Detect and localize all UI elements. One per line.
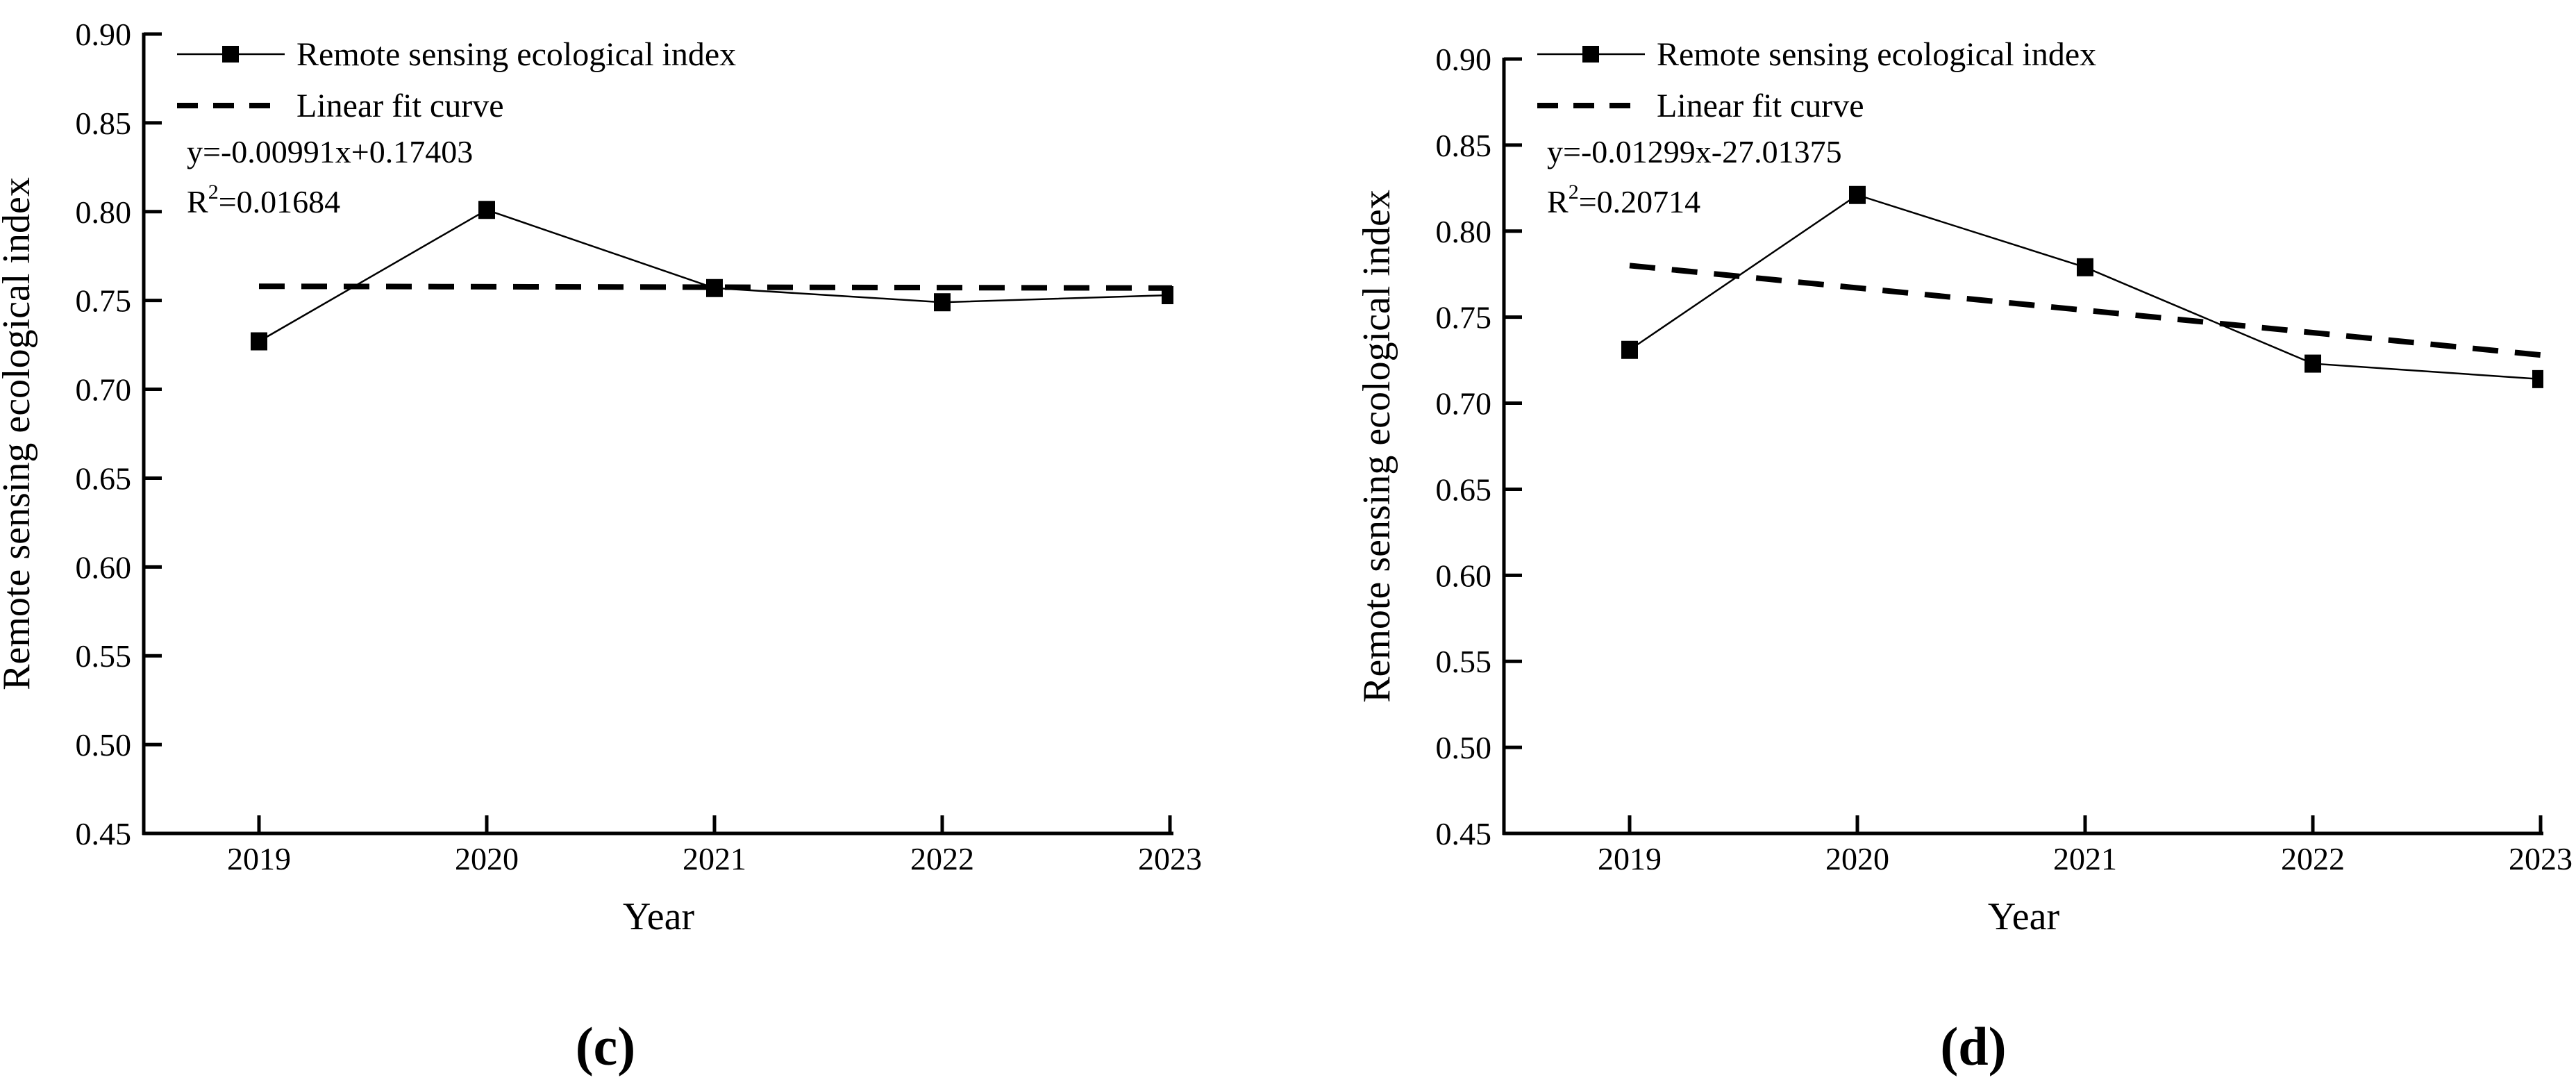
chart-panel-c: 0.90 0.85 0.80 0.75 0.70 0.65 0.60 0.55 0.50 0.45…	[0, 17, 1202, 938]
x-axis-title: Year	[1988, 895, 2060, 938]
data-line	[1629, 194, 2541, 381]
panel-caption-c: (c)	[575, 1016, 636, 1076]
y-tick-label: 0.75	[76, 283, 132, 319]
linear-fit-line	[258, 283, 1173, 291]
data-line	[258, 208, 1171, 342]
legend-label-fit: Linear fit curve	[1657, 88, 1864, 124]
legend-label-series: Remote sensing ecological index	[296, 36, 736, 73]
x-tick-label: 2023	[1138, 841, 1202, 876]
y-tick-label: 0.60	[1436, 558, 1492, 593]
y-axis-title: Remote sensing ecological index	[0, 177, 38, 690]
y-tick-label: 0.65	[1436, 472, 1492, 507]
data-point-marker	[1849, 185, 1866, 204]
legend: Remote sensing ecological index Linear fi…	[177, 36, 736, 124]
x-tick-label: 2020	[1825, 841, 1889, 876]
y-tick-label: 0.50	[76, 727, 132, 763]
y-tick-label: 0.80	[1436, 214, 1492, 249]
y-tick-label: 0.55	[1436, 644, 1492, 679]
fit-equation: y=-0.00991x+0.17403	[187, 134, 473, 169]
data-point-marker	[251, 332, 267, 351]
legend-marker-sample	[1582, 46, 1599, 63]
r-squared: R2=0.20714	[1547, 181, 1700, 219]
y-axis-title: Remote sensing ecological index	[1355, 190, 1398, 703]
y-tick-label: 0.85	[76, 106, 132, 141]
marker-group	[1621, 185, 2543, 388]
x-tick-label: 2021	[2053, 841, 2117, 876]
r-squared: R2=0.01684	[187, 181, 340, 219]
x-tick-label: 2020	[455, 841, 519, 876]
legend-label-series: Remote sensing ecological index	[1657, 36, 2096, 73]
y-tick-label: 0.45	[76, 816, 132, 851]
data-point-marker	[706, 279, 723, 297]
y-tick-label: 0.80	[76, 194, 132, 230]
x-tick-label: 2019	[1598, 841, 1662, 876]
marker-group	[251, 201, 1173, 351]
y-tick-label: 0.75	[1436, 300, 1492, 335]
y-tick-label: 0.70	[1436, 386, 1492, 422]
data-point-marker	[934, 293, 951, 312]
y-tick-label: 0.55	[76, 638, 132, 674]
x-axis-title: Year	[623, 895, 695, 938]
y-tick-label: 0.85	[1436, 128, 1492, 163]
x-tick-label: 2023	[2509, 841, 2573, 876]
y-tick-label: 0.60	[76, 549, 132, 585]
data-point-marker	[2532, 369, 2543, 388]
data-point-marker	[2305, 354, 2321, 373]
y-tick-label: 0.70	[76, 372, 132, 408]
y-tick-label: 0.65	[76, 460, 132, 496]
panel-caption-d: (d)	[1940, 1016, 2007, 1076]
y-tick-label: 0.45	[1436, 816, 1492, 851]
legend-label-fit: Linear fit curve	[296, 88, 504, 124]
x-tick-label: 2022	[910, 841, 974, 876]
data-point-marker	[2077, 258, 2093, 276]
y-tick-label: 0.50	[1436, 730, 1492, 765]
linear-fit-line	[1629, 263, 2543, 358]
x-tick-label: 2019	[227, 841, 291, 876]
chart-panel-d: 0.90 0.85 0.80 0.75 0.70 0.65 0.60 0.55 0.50 0.45…	[1355, 36, 2573, 938]
x-tick-label: 2021	[683, 841, 746, 876]
y-tick-label: 0.90	[76, 17, 132, 52]
data-point-marker	[478, 201, 495, 219]
fit-equation: y=-0.01299x-27.01375	[1547, 134, 1842, 169]
data-point-marker	[1621, 340, 1638, 359]
legend: Remote sensing ecological index Linear fi…	[1537, 36, 2096, 124]
y-tick-label: 0.90	[1436, 42, 1492, 77]
x-tick-label: 2022	[2281, 841, 2345, 876]
legend-marker-sample	[222, 46, 239, 63]
